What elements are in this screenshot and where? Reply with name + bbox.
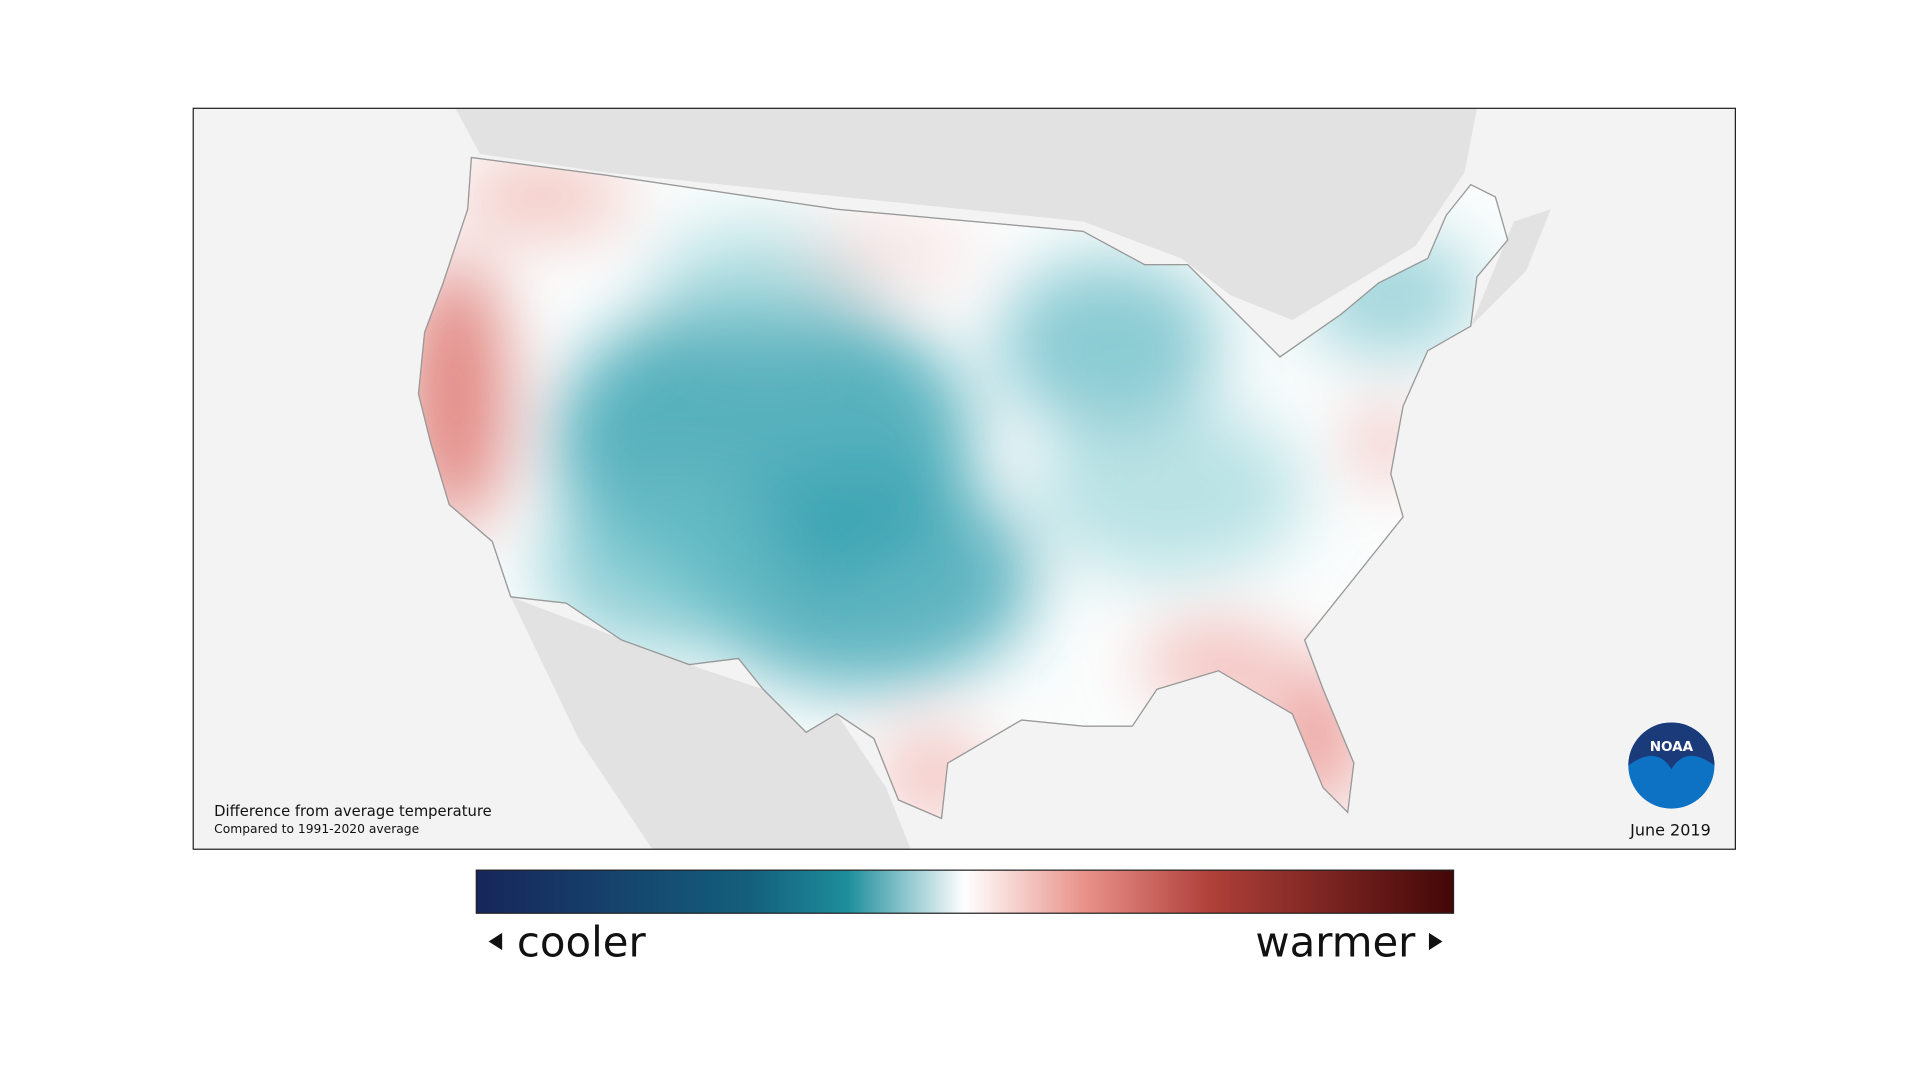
noaa-logo: NOAA bbox=[1628, 722, 1715, 809]
maritimes bbox=[1470, 209, 1551, 327]
map: NOAA bbox=[193, 108, 1736, 850]
arrow-left bbox=[488, 932, 503, 951]
legend-subtitle: Compared to 1991-2020 average bbox=[214, 822, 419, 836]
map-frame bbox=[192, 107, 1736, 850]
canada bbox=[455, 108, 1477, 320]
mexico bbox=[510, 596, 911, 850]
legend-title: Difference from average temperature bbox=[214, 803, 492, 820]
arrow-right bbox=[1428, 932, 1443, 951]
date-label: June 2019 bbox=[1629, 821, 1711, 840]
cooler-label: cooler bbox=[517, 917, 647, 966]
logo-text: NOAA bbox=[1650, 739, 1694, 755]
colorbar bbox=[475, 869, 1455, 914]
warmer-label: warmer bbox=[1255, 917, 1416, 966]
